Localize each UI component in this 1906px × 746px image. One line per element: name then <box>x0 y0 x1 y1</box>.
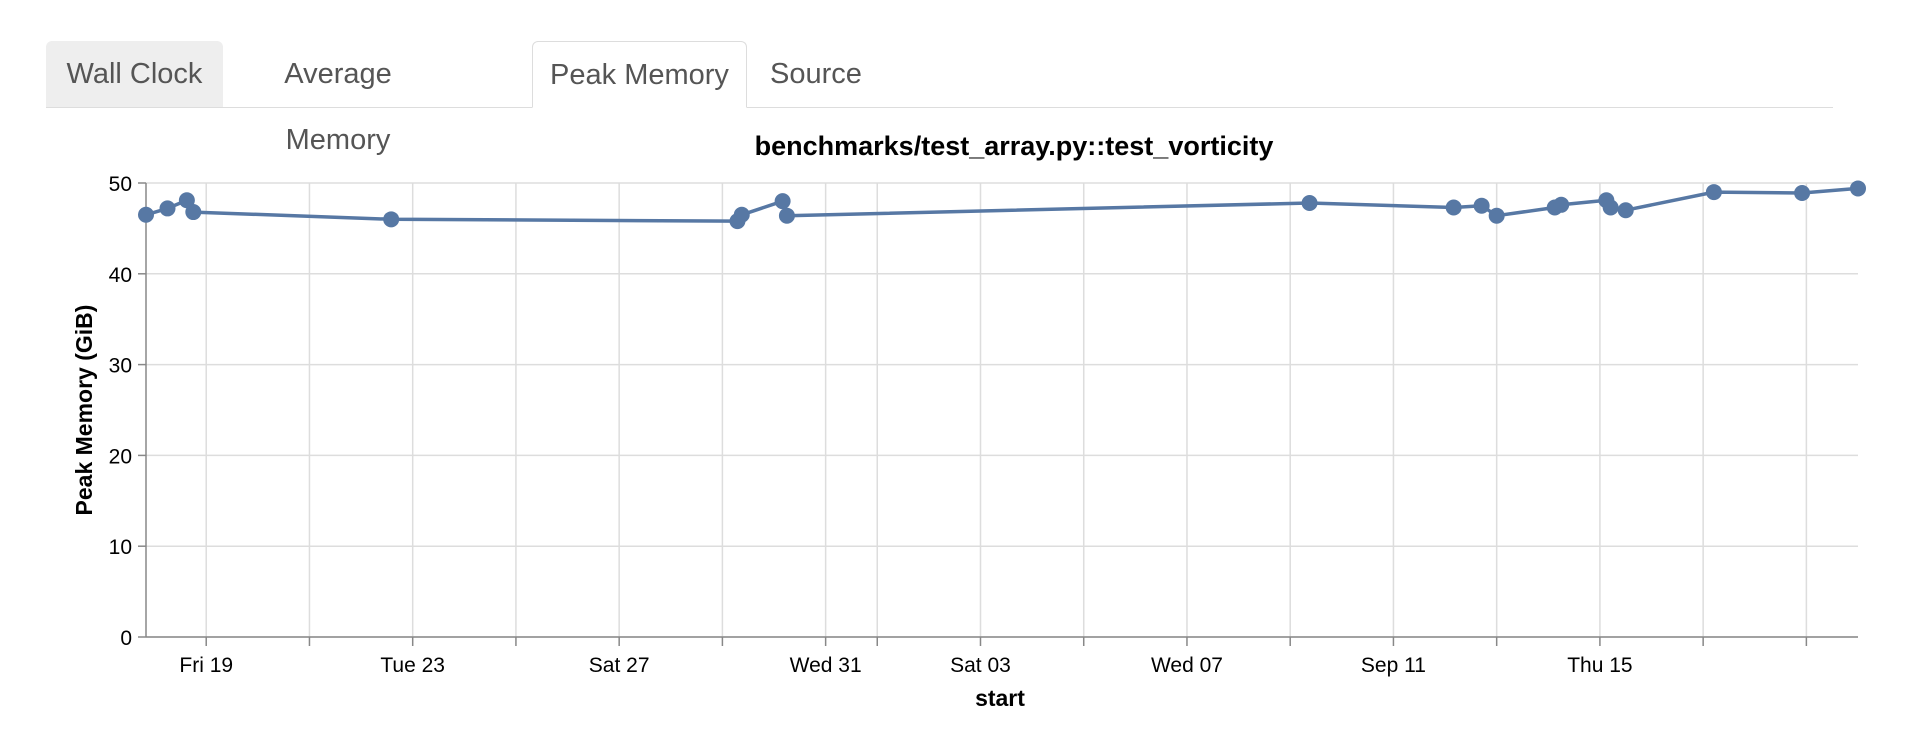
data-point <box>1617 202 1634 219</box>
x-tick-label: Sep 11 <box>1361 654 1426 677</box>
x-tick-label: Sat 03 <box>950 654 1011 677</box>
data-point <box>733 206 750 223</box>
data-point <box>1850 180 1866 197</box>
y-tick-label: 50 <box>109 173 132 196</box>
y-tick-label: 0 <box>120 627 132 650</box>
data-point <box>1794 184 1811 201</box>
y-tick-label: 10 <box>109 536 132 559</box>
x-tick-label: Wed 07 <box>1151 654 1223 677</box>
data-point <box>1488 207 1505 224</box>
y-axis-label: Peak Memory (GiB) <box>71 305 97 516</box>
data-point <box>1445 199 1462 216</box>
axis-layer: 0 10 20 30 40 50 Fri 19 Tue 23 Sat 27 Wed 31 Sat 0… <box>109 173 1858 677</box>
x-tick-label: Tue 23 <box>380 654 445 677</box>
tab-average-memory[interactable]: Average Memory <box>284 58 392 156</box>
tab-source[interactable]: Source <box>770 58 862 90</box>
chart-title: benchmarks/test_array.py::test_vorticity <box>755 131 1274 161</box>
y-tick-label: 40 <box>109 264 132 287</box>
grid-layer <box>146 182 1858 638</box>
y-tick-label: 30 <box>109 355 132 378</box>
x-tick-label: Wed 31 <box>790 654 862 677</box>
x-tick-label: Thu 15 <box>1567 654 1632 677</box>
data-point <box>383 211 400 228</box>
tab-peak-memory[interactable]: Peak Memory <box>532 41 747 108</box>
data-point <box>1473 197 1490 214</box>
y-tick-label: 20 <box>109 445 132 468</box>
x-axis-label: start <box>975 685 1025 711</box>
series-layer <box>138 180 1866 230</box>
data-point <box>138 206 154 223</box>
data-point <box>778 207 795 224</box>
data-point <box>1705 184 1722 201</box>
x-tick-label: Sat 27 <box>589 654 650 677</box>
x-tick-label: Fri 19 <box>179 654 233 677</box>
data-point <box>159 200 176 217</box>
tab-bar: Wall Clock Average Memory Peak Memory So… <box>46 41 1833 156</box>
data-point <box>1602 199 1619 216</box>
data-point <box>185 204 202 221</box>
data-point <box>1301 194 1318 211</box>
tab-wall-clock[interactable]: Wall Clock <box>46 41 223 107</box>
data-point <box>1553 196 1570 213</box>
data-point <box>774 193 791 210</box>
data-point <box>178 192 195 209</box>
